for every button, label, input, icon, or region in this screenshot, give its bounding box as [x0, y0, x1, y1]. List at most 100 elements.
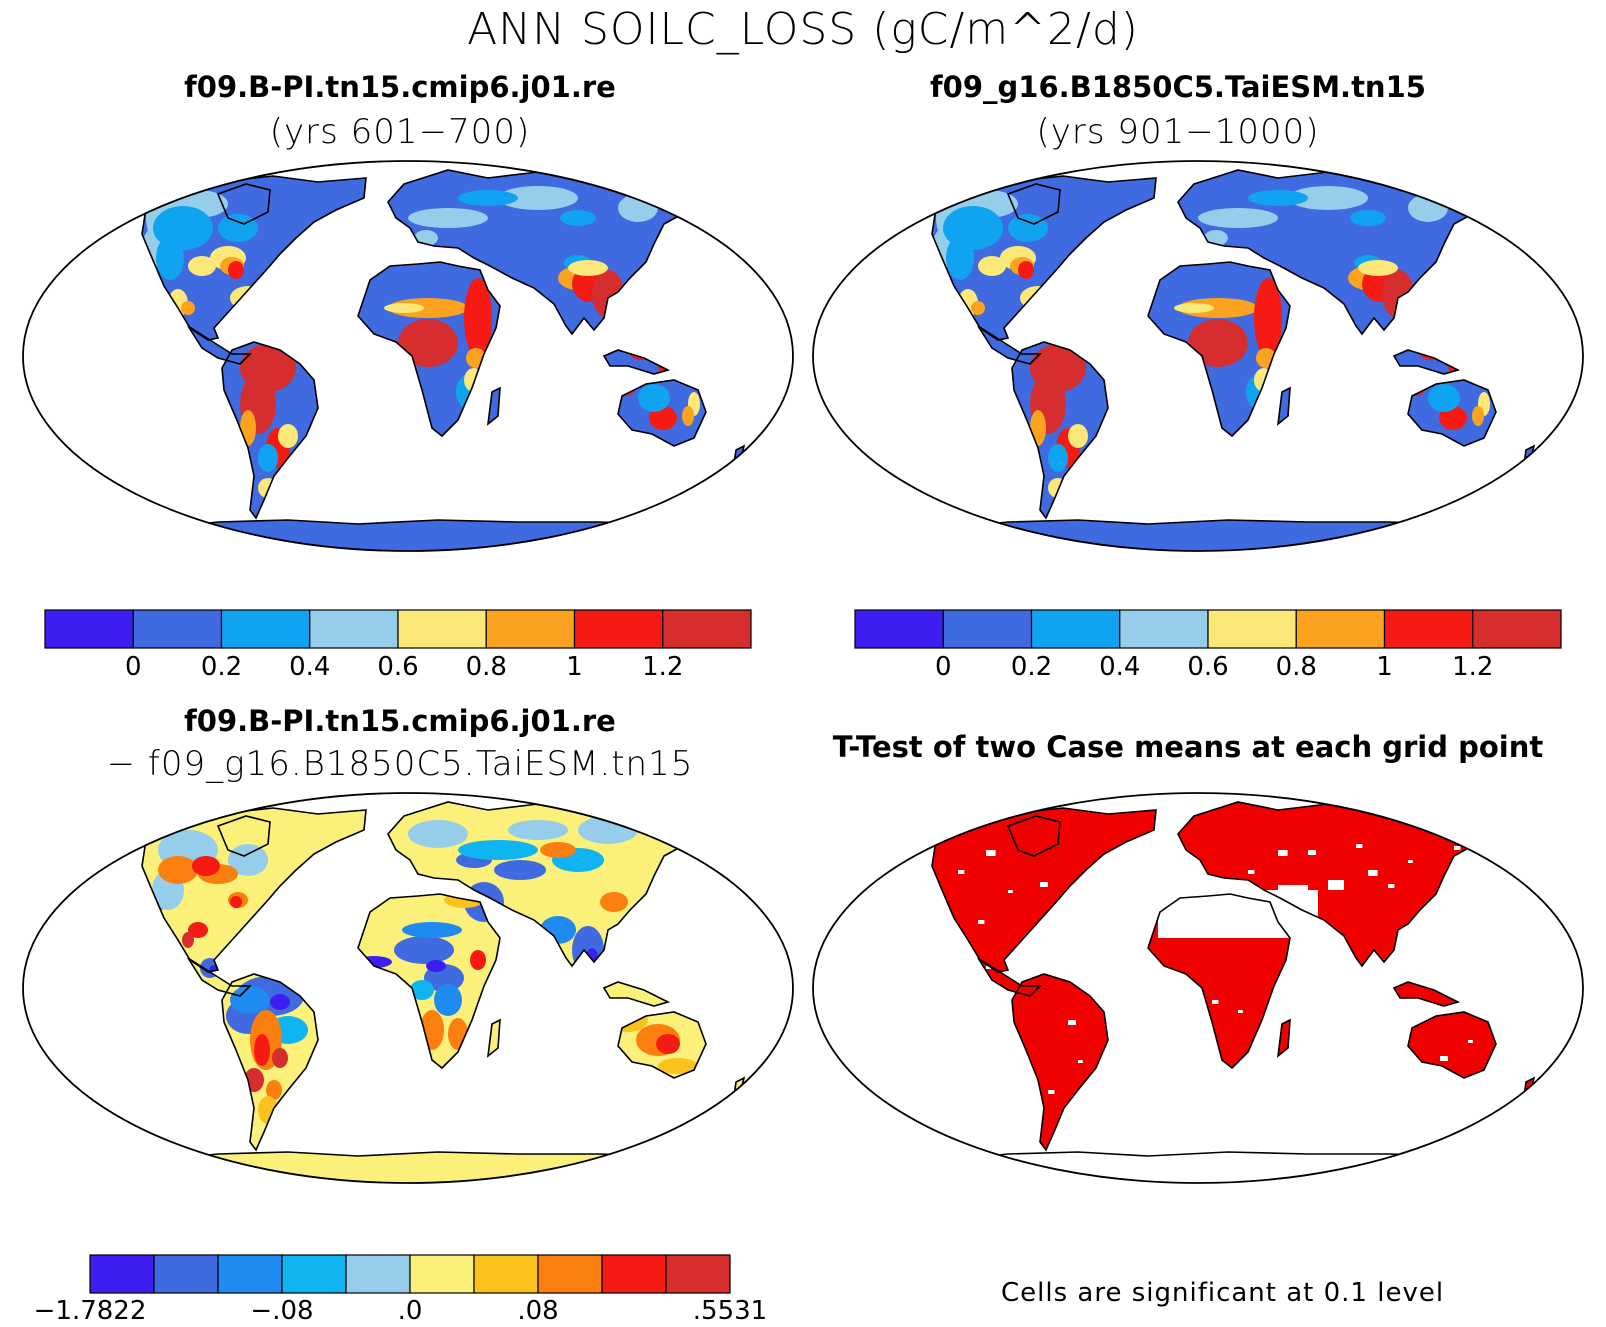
- coastline: [1147, 261, 1291, 438]
- colorbar-tick-label: 0: [124, 652, 142, 682]
- colorbar-tl: [44, 609, 752, 649]
- coastline: [1407, 379, 1497, 447]
- insignificant-cell: [1248, 870, 1255, 874]
- land-na: [932, 808, 1156, 972]
- insignificant-cell: [1008, 890, 1013, 893]
- field-patch: [638, 384, 670, 412]
- panel-bl-subtitle: − f09_g16.B1850C5.TaiESM.tn15: [106, 744, 694, 784]
- panel-br-title: T-Test of two Case means at each grid po…: [832, 730, 1544, 764]
- land-is: [604, 982, 668, 1006]
- colorbar-tick-label: −1.7822: [33, 1296, 147, 1326]
- field-patch: [181, 301, 195, 315]
- field-patch: [1248, 190, 1308, 206]
- field-patch: [508, 820, 568, 840]
- insignificant-cell: [1040, 882, 1048, 887]
- field-patch: [658, 1058, 698, 1074]
- field-patch: [230, 986, 270, 1014]
- colorbar-bl-labels: −1.7822 −.08 .0 .08 .5531: [34, 1296, 768, 1326]
- panel-bl-title: f09.B-PI.tn15.cmip6.j01.re: [184, 704, 616, 738]
- coastline: [141, 175, 367, 341]
- field-patch: [254, 1034, 270, 1066]
- land-is: [1394, 350, 1458, 374]
- map-panel-bl: [22, 792, 794, 1184]
- insignificant-cell: [986, 850, 996, 856]
- colorbar-swatch: [217, 1254, 283, 1294]
- map-frame: [22, 160, 794, 552]
- field-patch: [384, 303, 424, 313]
- field-patch: [1288, 186, 1368, 210]
- coastline: [1407, 1011, 1497, 1079]
- land-sa: [1012, 974, 1108, 1150]
- land-eu: [1178, 802, 1476, 966]
- coastline: [1276, 386, 1291, 426]
- land-gl: [218, 184, 270, 224]
- field-patch: [230, 896, 242, 908]
- map-frame: [812, 792, 1584, 1184]
- insignificant-cell: [1454, 846, 1461, 850]
- colorbar-swatch: [153, 1254, 219, 1294]
- coastline: [931, 807, 1157, 973]
- colorbar-tick-label: 0: [934, 652, 952, 682]
- field-patch: [1174, 303, 1214, 313]
- insignificant-cell: [978, 920, 985, 924]
- colorbar-tick-label: 0.4: [289, 652, 331, 682]
- field-patch: [1254, 278, 1282, 358]
- colorbar-swatch: [854, 609, 944, 649]
- field-patch: [156, 236, 184, 280]
- field-patch: [1350, 210, 1386, 226]
- colorbar-swatch: [1295, 609, 1386, 649]
- field-patch: [458, 840, 538, 860]
- colorbar-bl: [89, 1254, 731, 1294]
- land-gl: [1008, 184, 1060, 224]
- field-patch: [272, 1048, 288, 1068]
- map-panel-br: [812, 792, 1584, 1184]
- field-patch: [188, 256, 216, 276]
- field-patch: [618, 194, 658, 222]
- coastline: [1011, 341, 1109, 520]
- panel-tr-title: f09_g16.B1850C5.TaiESM.tn15: [930, 70, 1426, 104]
- field-patch: [258, 444, 278, 472]
- colorbar-tick-label: 1.2: [1452, 652, 1494, 682]
- colorbar-tick-label: 0.8: [1275, 652, 1317, 682]
- colorbar-tick-label: .08: [517, 1296, 559, 1326]
- colorbar-tick-label: 1: [1376, 652, 1393, 682]
- land-an: [933, 1152, 1478, 1183]
- field-patch: [434, 984, 462, 1016]
- land-is: [604, 350, 668, 374]
- colorbar-tick-label: 0.2: [200, 652, 243, 682]
- field-patch: [946, 236, 974, 280]
- colorbar-tick-label: 1.2: [642, 652, 684, 682]
- field-patch: [182, 932, 194, 948]
- field-patch: [408, 208, 488, 228]
- field-patch: [971, 301, 985, 315]
- field-patch: [1008, 214, 1048, 242]
- panel-tl-subtitle: (yrs 601−700): [269, 112, 531, 152]
- colorbar-tick-label: 0.2: [1010, 652, 1053, 682]
- colorbar-swatch: [1383, 609, 1474, 649]
- colorbar-swatch: [409, 1254, 475, 1294]
- colorbar-tr: [854, 609, 1562, 649]
- insignificant-cell: [1308, 850, 1316, 855]
- coastline: [357, 261, 501, 438]
- insignificant-cell: [1468, 1040, 1473, 1043]
- coastline: [141, 1151, 690, 1183]
- coastline: [931, 1151, 1480, 1183]
- field-patch: [270, 994, 290, 1010]
- insignificant-cell: [1356, 844, 1363, 848]
- coastline: [1392, 349, 1461, 375]
- insignificant-cell: [1078, 1060, 1083, 1063]
- land-an: [933, 520, 1478, 551]
- map-panel-tr: [812, 160, 1584, 552]
- colorbar-swatch: [220, 609, 311, 649]
- field-patch: [578, 816, 638, 844]
- field-patch: [402, 922, 462, 938]
- coastline: [141, 519, 690, 551]
- colorbar-swatch: [942, 609, 1033, 649]
- insignificant-cell: [986, 966, 991, 969]
- field-patch: [470, 950, 486, 970]
- insignificant-cell: [1408, 860, 1413, 863]
- field-patch: [464, 278, 492, 358]
- field-patch: [600, 892, 628, 912]
- field-patch: [410, 980, 434, 1000]
- coastline: [1147, 893, 1291, 1070]
